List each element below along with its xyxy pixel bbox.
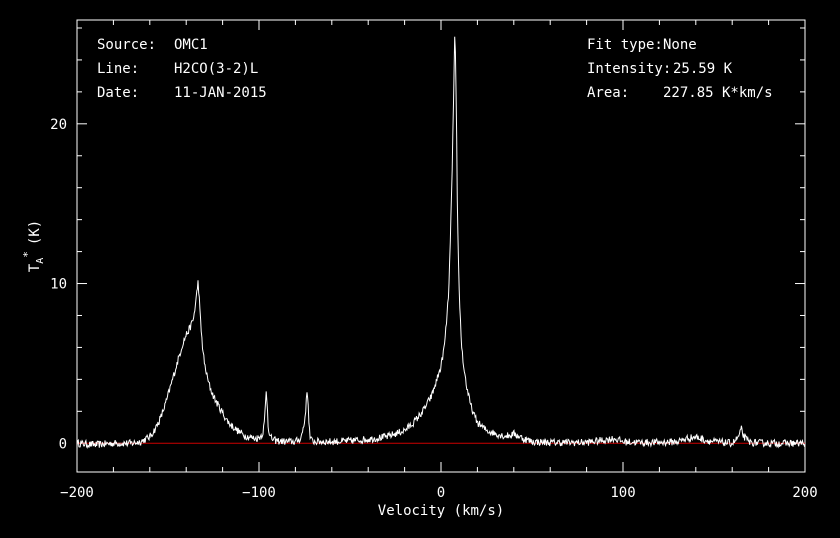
source-label: Source: xyxy=(97,37,156,53)
date-value: 11-JAN-2015 xyxy=(174,85,267,101)
y-axis-label-unit: (K) xyxy=(27,220,43,245)
x-tick-label: 0 xyxy=(437,485,445,501)
x-tick-label: 100 xyxy=(610,485,635,501)
y-axis-label-sup: * xyxy=(21,251,34,258)
line-label: Line: xyxy=(97,61,139,77)
x-tick-label: 200 xyxy=(792,485,817,501)
area-value: 227.85 K*km/s xyxy=(663,85,773,101)
y-axis-label: TA* (K) xyxy=(21,220,46,272)
area-label: Area: xyxy=(587,85,629,101)
x-axis-label: Velocity (km/s) xyxy=(378,503,504,519)
line-value: H2CO(3-2)L xyxy=(174,61,258,77)
axis-tick-labels: −200 −100 0 100 200 0 10 20 xyxy=(50,117,818,501)
y-tick-label: 0 xyxy=(59,436,67,452)
y-tick-label: 20 xyxy=(50,117,67,133)
y-tick-label: 10 xyxy=(50,277,67,293)
intensity-label: Intensity: xyxy=(587,61,671,77)
x-tick-label: −200 xyxy=(60,485,94,501)
info-right: Fit type: None Intensity: 25.59 K Area: … xyxy=(587,37,773,101)
svg-text:TA*(K): TA* (K) xyxy=(21,220,46,272)
spectrum-line xyxy=(76,36,805,449)
intensity-value: 25.59 K xyxy=(673,61,733,77)
source-value: OMC1 xyxy=(174,37,208,53)
x-tick-label: −100 xyxy=(242,485,276,501)
fit-type-label: Fit type: xyxy=(587,37,663,53)
date-label: Date: xyxy=(97,85,139,101)
y-axis-label-sub: A xyxy=(35,258,46,264)
fit-type-value: None xyxy=(663,37,697,53)
y-axis-label-main: T xyxy=(27,263,43,272)
info-left: Source: OMC1 Line: H2CO(3-2)L Date: 11-J… xyxy=(97,37,267,101)
